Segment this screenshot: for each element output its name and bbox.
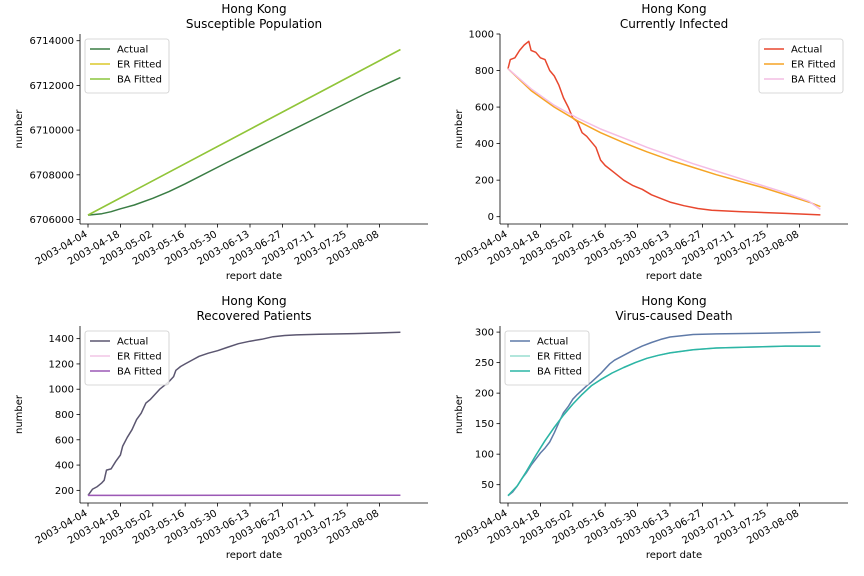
y-axis-label: number xyxy=(454,394,465,434)
legend: Actual ER Fitted BA Fitted xyxy=(84,38,170,94)
x-axis-label: report date xyxy=(646,550,702,561)
y-tick-label: 0 xyxy=(488,212,494,223)
y-axis-label: number xyxy=(454,109,465,149)
legend-label: BA Fitted xyxy=(117,75,162,86)
legend-label: Actual xyxy=(117,45,148,56)
series-line-ba-fitted xyxy=(87,48,401,216)
chart-title: Currently Infected xyxy=(620,17,728,31)
legend: Actual ER Fitted BA Fitted xyxy=(758,38,844,94)
y-tick-label: 150 xyxy=(475,419,494,430)
y-tick-label: 600 xyxy=(55,435,74,446)
series-line-actual xyxy=(87,76,401,216)
chart-title: Hong Kong xyxy=(221,2,286,16)
x-axis-label: report date xyxy=(226,271,282,282)
y-tick-label: 100 xyxy=(475,450,494,461)
legend-label: ER Fitted xyxy=(537,352,582,363)
chart-title: Hong Kong xyxy=(221,294,286,308)
chart-title: Recovered Patients xyxy=(196,309,311,323)
legend: Actual ER Fitted BA Fitted xyxy=(84,330,170,386)
y-tick-label: 1200 xyxy=(49,359,74,370)
y-tick-label: 600 xyxy=(475,103,494,114)
y-tick-label: 6712000 xyxy=(29,81,74,92)
legend-label: BA Fitted xyxy=(791,75,836,86)
y-axis-label: number xyxy=(14,109,25,149)
legend: Actual ER Fitted BA Fitted xyxy=(504,330,590,386)
y-tick-label: 300 xyxy=(475,328,494,339)
legend-label: Actual xyxy=(791,45,822,56)
y-tick-label: 200 xyxy=(475,389,494,400)
x-axis-label: report date xyxy=(646,271,702,282)
series-line-ba-fitted xyxy=(507,68,821,211)
y-tick-label: 6710000 xyxy=(29,126,74,137)
y-tick-label: 1000 xyxy=(49,385,74,396)
legend-label: BA Fitted xyxy=(537,367,582,378)
y-tick-label: 50 xyxy=(481,480,494,491)
y-tick-label: 400 xyxy=(475,139,494,150)
legend-label: BA Fitted xyxy=(117,367,162,378)
y-tick-label: 1000 xyxy=(469,30,494,41)
series-line-ba-fitted xyxy=(507,345,821,497)
legend-label: ER Fitted xyxy=(117,352,162,363)
y-tick-label: 800 xyxy=(55,410,74,421)
series-line-actual xyxy=(507,40,821,216)
legend-label: Actual xyxy=(537,337,568,348)
chart-title: Virus-caused Death xyxy=(615,309,732,323)
y-tick-label: 800 xyxy=(475,66,494,77)
series-line-actual xyxy=(507,331,821,497)
y-tick-label: 400 xyxy=(55,461,74,472)
y-tick-label: 200 xyxy=(55,486,74,497)
chart-title: Hong Kong xyxy=(641,294,706,308)
y-tick-label: 6708000 xyxy=(29,170,74,181)
chart-title: Susceptible Population xyxy=(186,17,322,31)
y-tick-label: 6714000 xyxy=(29,36,74,47)
legend-label: ER Fitted xyxy=(117,60,162,71)
legend-label: ER Fitted xyxy=(791,60,836,71)
legend-label: Actual xyxy=(117,337,148,348)
y-axis-label: number xyxy=(14,394,25,434)
y-tick-label: 6706000 xyxy=(29,215,74,226)
x-axis-label: report date xyxy=(226,550,282,561)
y-tick-label: 200 xyxy=(475,176,494,187)
chart-title: Hong Kong xyxy=(641,2,706,16)
y-tick-label: 250 xyxy=(475,358,494,369)
series-line-er-fitted xyxy=(507,68,821,208)
y-tick-label: 1400 xyxy=(49,334,74,345)
